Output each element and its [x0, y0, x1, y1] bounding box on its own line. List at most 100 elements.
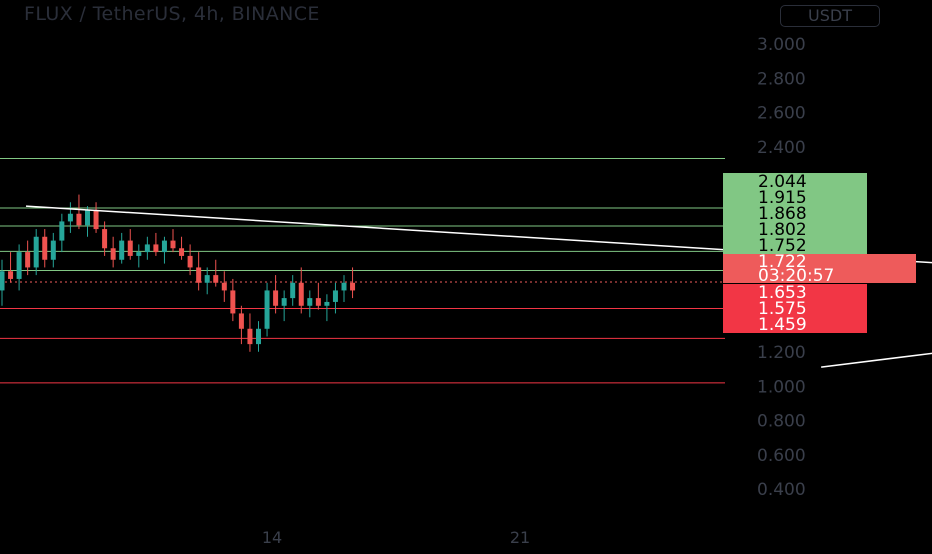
- candle: [281, 290, 287, 322]
- candle: [110, 236, 116, 268]
- candle: [42, 229, 48, 268]
- candle: [230, 278, 236, 322]
- support-badge: 1.653: [723, 283, 867, 303]
- candle: [136, 244, 142, 268]
- candle: [93, 202, 99, 233]
- candle: [8, 252, 14, 283]
- candle: [187, 244, 193, 276]
- candle: [67, 202, 73, 233]
- resistance-badge-bg: [723, 205, 867, 222]
- candle-body: [144, 244, 150, 253]
- countdown-label: 03:20:57: [758, 266, 834, 286]
- candle: [341, 275, 347, 302]
- candle: [0, 259, 5, 306]
- resistance-badge: 1.915: [723, 188, 867, 208]
- support-badge-label: 1.575: [758, 299, 807, 319]
- candle-body: [290, 282, 296, 299]
- candle-body: [136, 252, 142, 256]
- candle: [76, 194, 82, 230]
- resistance-badge: 1.868: [723, 204, 867, 224]
- candle-body: [264, 290, 270, 329]
- candle-body: [33, 236, 39, 268]
- chart-title: FLUX / TetherUS, 4h, BINANCE: [24, 3, 320, 25]
- trendline[interactable]: [821, 290, 932, 368]
- candle: [161, 236, 167, 264]
- candle: [85, 206, 90, 237]
- resistance-badge: 1.802: [723, 220, 867, 240]
- current-price-label: 1.722: [758, 252, 807, 272]
- price-tick-label: 0.800: [757, 412, 806, 432]
- time-axis[interactable]: 14 21: [262, 528, 530, 547]
- candle: [307, 290, 313, 318]
- candle: [196, 252, 202, 291]
- candle-body: [332, 290, 338, 302]
- resistance-badge: 2.044: [723, 172, 867, 192]
- support-badge-bg: [723, 300, 867, 317]
- price-tick-label: 0.400: [757, 480, 806, 500]
- candle-body: [324, 301, 330, 306]
- candle: [256, 321, 261, 352]
- support-badge-label: 1.653: [758, 283, 807, 303]
- candle-body: [85, 209, 90, 226]
- candle-body: [238, 313, 244, 329]
- support-badge: 1.459: [723, 315, 867, 335]
- price-tick-label: 2.600: [757, 104, 806, 124]
- current-price-badge-bg: [723, 254, 916, 283]
- candle-body: [170, 240, 176, 249]
- price-tick-label: 2.400: [757, 138, 806, 158]
- time-tick-label: 21: [510, 528, 530, 547]
- price-tick-label: 1.000: [757, 377, 806, 397]
- candle: [16, 244, 22, 291]
- candle-body: [247, 328, 253, 345]
- currency-button[interactable]: USDT: [780, 5, 880, 27]
- candle-body: [281, 298, 287, 306]
- candle-body: [307, 298, 313, 306]
- candle-body: [16, 252, 22, 279]
- candle-body: [341, 282, 347, 291]
- resistance-badge-label: 1.868: [758, 204, 807, 224]
- candle-body: [67, 213, 73, 222]
- candle-body: [76, 213, 82, 226]
- candle: [247, 313, 253, 352]
- resistance-badge-label: 1.752: [758, 236, 807, 256]
- time-tick-label: 14: [262, 528, 282, 547]
- candle-body: [273, 290, 279, 306]
- candle: [221, 271, 227, 302]
- candle-body: [350, 282, 356, 291]
- candle-body: [179, 248, 185, 256]
- price-axis[interactable]: 3.000 2.800 2.600 2.400 1.200 1.000 0.800 0.600…: [757, 35, 806, 500]
- price-badges: 2.0441.9151.8681.8021.7521.72203:20:571.…: [723, 172, 916, 335]
- candle: [264, 282, 270, 337]
- candle: [59, 213, 65, 253]
- candle-body: [42, 236, 48, 260]
- candle-body: [0, 271, 5, 291]
- candle-body: [25, 252, 31, 268]
- candle: [127, 229, 133, 260]
- resistance-badge: 1.752: [723, 236, 867, 256]
- candle: [315, 282, 321, 310]
- price-tick-label: 1.200: [757, 343, 806, 363]
- candle-body: [230, 290, 236, 314]
- candle-body: [196, 267, 202, 283]
- candle-body: [102, 229, 108, 249]
- levels-layer: [0, 158, 725, 384]
- candle-body: [315, 298, 321, 306]
- candle-body: [204, 275, 210, 283]
- candle: [324, 294, 330, 322]
- candle: [290, 275, 296, 306]
- price-tick-label: 0.600: [757, 446, 806, 466]
- candles-layer: [0, 194, 356, 352]
- resistance-badge-bg: [723, 237, 867, 254]
- candle: [102, 221, 108, 256]
- resistance-badge-label: 1.915: [758, 188, 807, 208]
- candle: [153, 232, 159, 256]
- resistance-badge-label: 2.044: [758, 172, 807, 192]
- candle: [33, 229, 39, 276]
- candle: [119, 232, 125, 264]
- resistance-badge-label: 1.802: [758, 220, 807, 240]
- candle: [204, 267, 210, 295]
- candle-body: [221, 282, 227, 291]
